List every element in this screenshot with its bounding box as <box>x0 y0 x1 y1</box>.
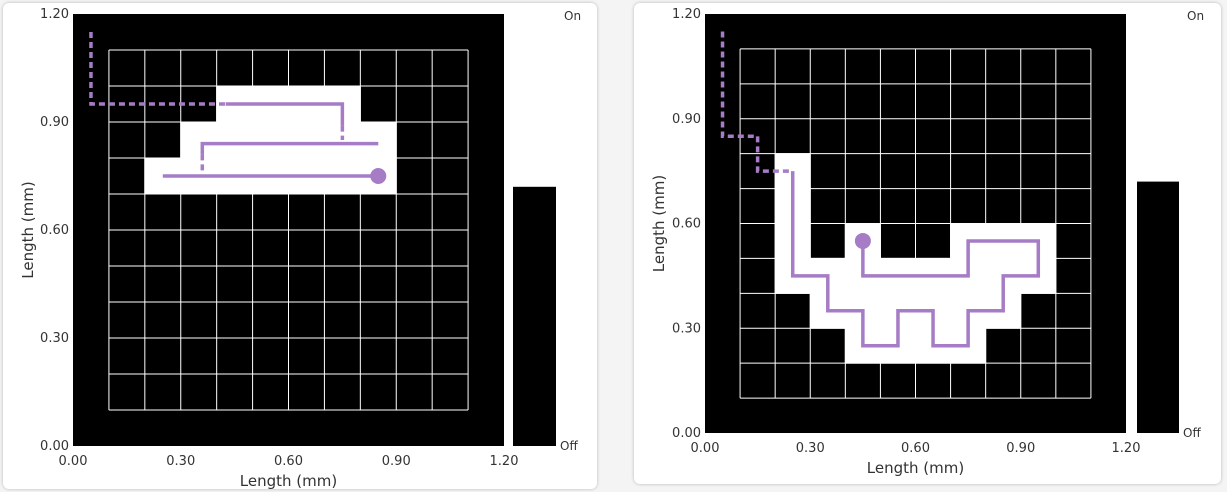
x-tick-label: 0.60 <box>901 441 930 456</box>
path-end-point <box>854 232 871 249</box>
on-cell <box>180 121 218 159</box>
x-tick-label: 0.60 <box>274 454 303 469</box>
path-end-point <box>370 168 387 184</box>
y-axis-title: Length (mm) <box>650 175 668 272</box>
colorbar-fill <box>513 186 556 447</box>
on-cell <box>252 121 289 159</box>
y-tick-label: 1.20 <box>40 7 69 22</box>
y-tick-label: 0.00 <box>40 439 69 454</box>
x-tick-label: 0.00 <box>691 441 720 456</box>
path-solid <box>790 171 1041 348</box>
on-cell <box>216 121 254 159</box>
y-tick-label: 1.20 <box>672 7 701 22</box>
on-cell <box>359 121 397 159</box>
left-chart-panel: 0.00 0.30 0.60 0.90 1.20 0.00 0.30 0.60 0.90 1.20… <box>3 3 597 490</box>
y-tick-label: 0.00 <box>672 426 701 441</box>
x-tick-label: 0.30 <box>166 454 195 469</box>
x-tick-label: 0.00 <box>59 454 88 469</box>
y-tick-label: 0.30 <box>672 321 701 336</box>
path-solid <box>200 141 379 155</box>
x-tick-label: 0.30 <box>796 441 825 456</box>
x-tick-label: 0.90 <box>382 454 411 469</box>
y-tick-label: 0.90 <box>40 115 69 130</box>
grid-lines <box>739 48 1092 399</box>
x-tick-label: 1.20 <box>1112 441 1141 456</box>
on-cell <box>288 121 325 159</box>
right-chart: 0.00 0.30 0.60 0.90 1.20 0.00 0.30 0.60 0.90 1.20… <box>650 7 1204 477</box>
colorbar-max-label: On <box>564 9 581 23</box>
y-tick-label: 0.90 <box>672 112 701 127</box>
colorbar-min-label: Off <box>560 439 578 453</box>
y-tick-label: 0.60 <box>40 223 69 238</box>
right-chart-panel: 0.00 0.30 0.60 0.90 1.20 0.00 0.30 0.60 0.90 1.20… <box>634 3 1221 484</box>
colorbar-fill <box>1137 181 1179 433</box>
grid-lines <box>108 49 469 411</box>
y-tick-label: 0.60 <box>672 217 701 232</box>
x-axis-title: Length (mm) <box>867 459 964 477</box>
y-tick-label: 0.30 <box>40 331 69 346</box>
path-solid <box>225 102 345 126</box>
colorbar-max-label: On <box>1187 9 1204 23</box>
x-tick-label: 0.90 <box>1006 441 1035 456</box>
y-axis-title: Length (mm) <box>19 181 37 278</box>
x-axis-title: Length (mm) <box>240 472 337 490</box>
left-chart: 0.00 0.30 0.60 0.90 1.20 0.00 0.30 0.60 0.90 1.20… <box>19 7 581 490</box>
colorbar-min-label: Off <box>1183 426 1201 440</box>
path-dashed <box>89 32 226 106</box>
x-tick-label: 1.20 <box>490 454 519 469</box>
